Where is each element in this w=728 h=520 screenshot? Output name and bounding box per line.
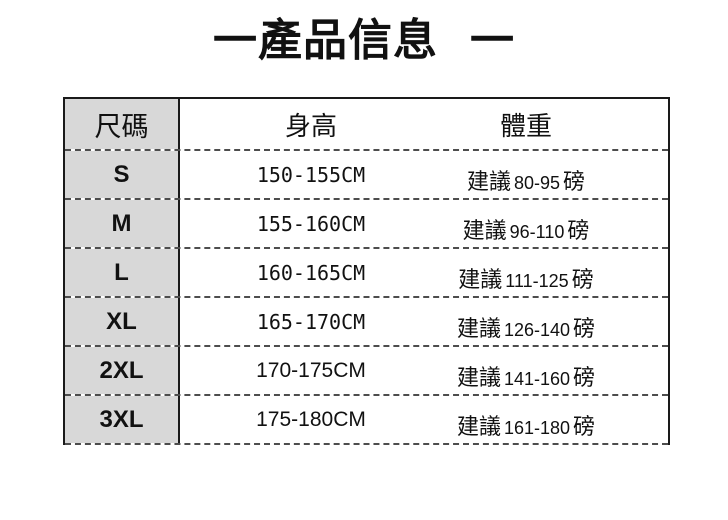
size-cell: XL — [65, 298, 180, 345]
table-row-s: S 150-155CM 建議 80-95 磅 — [65, 151, 668, 200]
weight-cell: 建議 80-95 磅 — [442, 151, 668, 198]
weight-unit: 磅 — [573, 414, 596, 439]
weight-range: 96-110 — [509, 222, 565, 242]
height-cell: 170-175CM — [256, 358, 366, 382]
title-dash-right: 一 — [470, 16, 515, 65]
height-cell: 165-170CM — [256, 309, 366, 334]
weight-range: 126-140 — [503, 320, 571, 340]
weight-unit: 磅 — [567, 218, 590, 243]
size-cell: 2XL — [65, 347, 180, 394]
header-size: 尺碼 — [65, 99, 180, 149]
height-cell: 155-160CM — [256, 211, 366, 236]
header-height: 身高 — [284, 110, 337, 141]
weight-prefix: 建議 — [456, 365, 501, 390]
header-weight: 體重 — [499, 110, 552, 141]
size-cell: M — [65, 200, 180, 247]
page-title: 一產品信息 一 — [0, 4, 728, 68]
page-title-text: 一產品信息 — [213, 16, 438, 65]
height-cell: 150-155CM — [256, 162, 366, 187]
table-row-m: M 155-160CM 建議 96-110 磅 — [65, 200, 668, 249]
weight-range: 161-180 — [503, 418, 571, 438]
table-row-l: L 160-165CM 建議 111-125 磅 — [65, 249, 668, 298]
weight-prefix: 建議 — [456, 414, 501, 439]
weight-prefix: 建議 — [462, 218, 507, 243]
weight-prefix: 建議 — [458, 267, 503, 292]
table-row-xl: XL 165-170CM 建議 126-140 磅 — [65, 298, 668, 347]
height-cell: 160-165CM — [256, 260, 366, 285]
weight-unit: 磅 — [571, 267, 594, 292]
weight-prefix: 建議 — [466, 169, 511, 194]
size-cell: L — [65, 249, 180, 296]
weight-range: 111-125 — [505, 271, 569, 291]
table-row-3xl: 3XL 175-180CM 建議 161-180 磅 — [65, 396, 668, 445]
weight-cell: 建議 126-140 磅 — [442, 298, 668, 345]
size-chart-table: 尺碼 身高 體重 S 150-155CM 建議 80-95 磅 M 155-16… — [63, 97, 670, 445]
weight-range: 80-95 — [513, 173, 561, 193]
weight-cell: 建議 161-180 磅 — [442, 396, 668, 443]
weight-unit: 磅 — [573, 365, 596, 390]
size-cell: S — [65, 151, 180, 198]
weight-unit: 磅 — [573, 316, 596, 341]
table-row-2xl: 2XL 170-175CM 建議 141-160 磅 — [65, 347, 668, 396]
height-cell: 175-180CM — [256, 407, 366, 431]
weight-range: 141-160 — [503, 369, 571, 389]
weight-cell: 建議 141-160 磅 — [442, 347, 668, 394]
weight-cell: 建議 96-110 磅 — [442, 200, 668, 247]
weight-prefix: 建議 — [456, 316, 501, 341]
weight-cell: 建議 111-125 磅 — [442, 249, 668, 296]
weight-unit: 磅 — [563, 169, 586, 194]
size-cell: 3XL — [65, 396, 180, 443]
table-header-row: 尺碼 身高 體重 — [65, 99, 668, 151]
